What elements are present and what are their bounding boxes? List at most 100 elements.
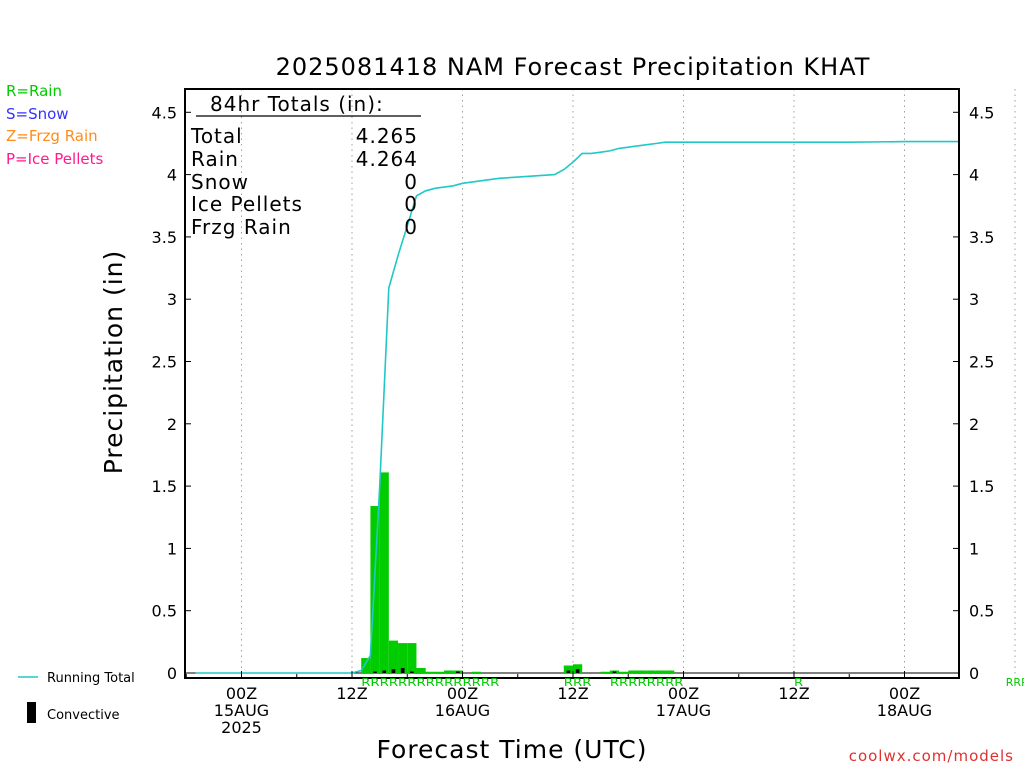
y-tick-label-left: 4 xyxy=(167,166,177,185)
y-tick-label-right: 4.5 xyxy=(969,103,994,122)
precip-bar xyxy=(370,506,380,673)
ptype-string: RRRRRRRR xyxy=(610,676,684,689)
convective-bar xyxy=(612,671,617,673)
precip-bar xyxy=(361,658,371,673)
ptype-string: R xyxy=(794,676,804,689)
x-tick-label: 12Z xyxy=(336,684,367,703)
convective-bar xyxy=(382,670,387,673)
y-axis-right: 0 0.5 1 1.5 2 2.5 3 3.5 4 4.5 xyxy=(953,103,994,683)
convective-bar xyxy=(400,668,405,673)
convective-legend-label: Convective xyxy=(47,708,120,723)
precip-bar xyxy=(563,665,573,673)
legend-rain: R=Rain xyxy=(6,82,62,100)
precip-bar xyxy=(471,671,481,673)
totals-rain-label: Rain xyxy=(191,147,239,171)
y-tick-label-left: 3 xyxy=(167,290,177,309)
x-tick-label: 12Z xyxy=(778,684,809,703)
y-tick-label-right: 2.5 xyxy=(969,353,994,372)
convective-bar xyxy=(575,669,580,673)
convective-bar xyxy=(373,671,377,673)
convective-bar xyxy=(391,669,396,673)
totals-ice-pellets-value: 0 xyxy=(404,192,418,216)
legend-snow: S=Snow xyxy=(6,105,69,123)
totals-total-label: Total xyxy=(190,124,243,148)
x-tick-label: 17AUG xyxy=(656,701,711,720)
y-tick-label-left: 0 xyxy=(167,664,177,683)
plot-frame xyxy=(184,88,960,679)
precip-bar xyxy=(416,668,426,673)
precip-bar xyxy=(425,671,435,673)
x-tick-label: 00Z xyxy=(889,684,920,703)
convective-bar xyxy=(566,670,571,673)
convective-legend-swatch xyxy=(27,702,36,723)
legend-frzg-rain: Z=Frzg Rain xyxy=(6,127,98,145)
y-tick-label-left: 4.5 xyxy=(152,103,177,122)
x-tick-label: 00Z xyxy=(226,684,257,703)
x-tick-label: 15AUG xyxy=(214,701,269,720)
y-tick-label-left: 1 xyxy=(167,539,177,558)
precip-bar xyxy=(628,670,638,673)
convective-bar xyxy=(456,671,460,673)
precip-bar xyxy=(434,671,445,673)
precip-bar xyxy=(379,472,389,673)
ptype-string: RRR xyxy=(564,676,592,689)
y-tick-label-right: 3.5 xyxy=(969,228,994,247)
y-tick-label-right: 4 xyxy=(969,166,979,185)
precip-bar xyxy=(665,670,675,673)
y-tick-label-left: 2.5 xyxy=(152,353,177,372)
x-tick-label: 18AUG xyxy=(877,701,932,720)
ptype-strings: RRRRRRRRRRRRRRRRRRRRRRRRRRRRRR xyxy=(361,676,1024,689)
precip-bar xyxy=(600,671,610,673)
ptype-string: RRRRRRRRRRRRR xyxy=(361,676,481,689)
totals-box: 84hr Totals (in): Total 4.265 Rain 4.264… xyxy=(190,92,421,239)
chart-title: 2025081418 NAM Forecast Precipitation KH… xyxy=(276,53,871,81)
line-legend: Running Total Convective xyxy=(18,671,135,723)
watermark: coolwx.com/models xyxy=(849,747,1014,765)
totals-rain-value: 4.264 xyxy=(356,147,418,171)
precip-bars xyxy=(361,472,675,673)
y-tick-label-right: 2 xyxy=(969,415,979,434)
precip-bar xyxy=(398,643,408,673)
y-tick-label-right: 1.5 xyxy=(969,477,994,496)
y-tick-label-left: 3.5 xyxy=(152,228,177,247)
totals-ice-pellets-label: Ice Pellets xyxy=(191,192,303,216)
precip-bar xyxy=(388,640,399,673)
y-tick-label-right: 0 xyxy=(969,664,979,683)
precip-bar xyxy=(619,671,629,673)
x-tick-label: 16AUG xyxy=(435,701,490,720)
ptype-legend: R=Rain S=Snow Z=Frzg Rain P=Ice Pellets xyxy=(6,82,103,168)
running-total-line xyxy=(195,140,959,674)
totals-frzg-rain-label: Frzg Rain xyxy=(191,215,292,239)
precip-bar xyxy=(407,643,417,673)
precip-bar xyxy=(444,670,454,673)
x-tick-label: 00Z xyxy=(447,684,478,703)
ptype-string: RRR xyxy=(1006,676,1024,689)
totals-snow-value: 0 xyxy=(404,170,418,194)
grid-lines xyxy=(185,89,1016,678)
ptype-string: RR xyxy=(481,676,500,689)
totals-header: 84hr Totals (in): xyxy=(210,92,384,116)
precip-bar xyxy=(646,670,656,673)
x-tick-label: 12Z xyxy=(557,684,588,703)
legend-ice-pellets: P=Ice Pellets xyxy=(6,150,103,168)
y-axis-left: 0 0.5 1 1.5 2 2.5 3 3.5 4 4.5 xyxy=(152,103,191,683)
running-total-legend-label: Running Total xyxy=(47,671,135,686)
y-tick-label-left: 2 xyxy=(167,415,177,434)
y-tick-label-right: 0.5 xyxy=(969,602,994,621)
convective-bar xyxy=(410,671,414,673)
precip-bar xyxy=(573,664,583,673)
x-axis-label: Forecast Time (UTC) xyxy=(377,735,648,764)
totals-snow-label: Snow xyxy=(191,170,249,194)
x-tick-label: 2025 xyxy=(221,718,262,737)
y-tick-label-left: 1.5 xyxy=(152,477,177,496)
precip-bar xyxy=(655,670,666,673)
y-axis-label: Precipitation (in) xyxy=(99,250,128,475)
x-tick-label: 00Z xyxy=(668,684,699,703)
totals-frzg-rain-value: 0 xyxy=(404,215,418,239)
totals-total-value: 4.265 xyxy=(356,124,418,148)
y-tick-label-right: 1 xyxy=(969,539,979,558)
precip-bar xyxy=(637,670,647,673)
y-tick-label-right: 3 xyxy=(969,290,979,309)
